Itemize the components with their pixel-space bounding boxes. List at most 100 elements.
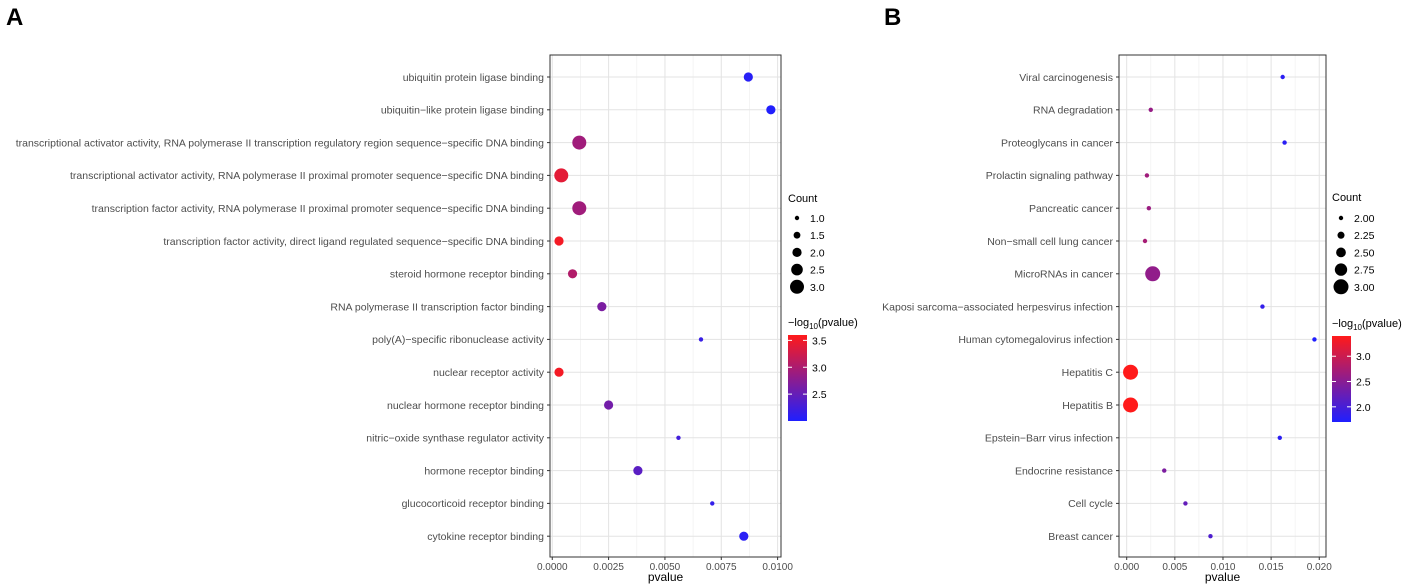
data-point	[603, 400, 614, 410]
category-label: Epstein−Barr virus infection	[985, 433, 1113, 445]
data-point	[1282, 140, 1287, 145]
color-legend-bar	[1332, 336, 1351, 422]
category-label: transcriptional activator activity, RNA …	[70, 170, 544, 182]
category-label: nitric−oxide synthase regulator activity	[366, 433, 544, 445]
count-legend-title: Count	[1332, 192, 1361, 204]
category-label: Prolactin signaling pathway	[986, 170, 1114, 182]
category-label: Viral carcinogenesis	[1019, 72, 1113, 84]
x-tick-label: 0.0000	[537, 562, 568, 573]
data-point	[1148, 107, 1153, 113]
x-tick-label: 0.0075	[706, 562, 737, 573]
data-point	[554, 168, 569, 183]
x-tick-label: 0.0025	[593, 562, 624, 573]
data-point	[554, 367, 564, 377]
data-point	[1312, 337, 1317, 342]
count-legend-key	[791, 263, 803, 276]
category-label: cytokine receptor binding	[427, 531, 544, 543]
count-legend-key	[792, 247, 802, 257]
data-point	[597, 302, 607, 312]
data-point	[676, 435, 681, 440]
panel-b-letter: B	[884, 4, 901, 31]
count-legend-title: Count	[788, 193, 817, 205]
data-point	[710, 501, 715, 506]
category-label: MicroRNAs in cancer	[1014, 269, 1113, 281]
data-point	[766, 105, 776, 115]
data-point	[1145, 266, 1161, 282]
data-point	[1144, 173, 1150, 178]
category-label: transcriptional activator activity, RNA …	[16, 137, 544, 149]
category-label: nuclear hormone receptor binding	[387, 400, 544, 412]
data-point	[1146, 206, 1152, 211]
count-legend-label: 1.5	[810, 230, 825, 242]
count-legend-label: 2.0	[810, 247, 825, 259]
data-point	[554, 236, 564, 246]
category-label: ubiquitin protein ligase binding	[403, 72, 544, 84]
data-point	[698, 337, 704, 342]
category-label: Proteoglycans in cancer	[1001, 137, 1114, 149]
data-point	[1260, 304, 1265, 309]
category-label: nuclear receptor activity	[433, 367, 545, 379]
panel-b-dotplot: Viral carcinogenesis RNA degradation Prote…	[882, 54, 1402, 584]
count-legend-key	[1338, 215, 1344, 221]
color-legend-label: 2.0	[1356, 402, 1371, 414]
x-tick-label: 0.005	[1162, 562, 1187, 573]
x-tick-label: 0.000	[1114, 562, 1139, 573]
category-label: hormone receptor binding	[424, 465, 544, 477]
data-point	[567, 269, 578, 279]
color-legend-bar	[788, 335, 807, 421]
color-legend-label: 3.0	[1356, 351, 1371, 363]
x-tick-label: 0.010	[1210, 562, 1235, 573]
count-legend-label: 2.50	[1354, 247, 1375, 259]
data-point	[1208, 534, 1213, 539]
data-point	[633, 466, 643, 476]
data-point	[1123, 364, 1139, 380]
color-legend-label: 3.0	[812, 362, 827, 374]
count-legend-key	[793, 231, 801, 239]
color-legend-title: −log10(pvalue)	[1332, 318, 1402, 332]
count-legend-label: 3.0	[810, 282, 825, 294]
category-label: Kaposi sarcoma−associated herpesvirus in…	[882, 301, 1113, 313]
count-legend-key	[794, 215, 800, 221]
category-label: poly(A)−specific ribonuclease activity	[372, 334, 545, 346]
category-label: transcription factor activity, direct li…	[163, 236, 544, 248]
count-legend-label: 1.0	[810, 213, 825, 225]
count-legend-label: 2.00	[1354, 213, 1375, 225]
category-label: Pancreatic cancer	[1029, 203, 1114, 215]
count-legend-key	[1334, 263, 1348, 276]
category-label: Breast cancer	[1048, 531, 1113, 543]
x-axis-title: pvalue	[1205, 570, 1241, 584]
count-legend-label: 2.75	[1354, 265, 1375, 277]
color-legend-label: 2.5	[812, 389, 827, 401]
data-point	[743, 72, 753, 82]
color-legend-label: 3.5	[812, 335, 827, 347]
count-legend-key	[1336, 247, 1346, 258]
category-label: Human cytomegalovirus infection	[958, 334, 1113, 346]
category-label: Non−small cell lung cancer	[987, 236, 1113, 248]
data-point	[1162, 468, 1167, 473]
category-label: Cell cycle	[1068, 498, 1113, 510]
category-label: glucocorticoid receptor binding	[402, 498, 545, 510]
x-tick-label: 0.0100	[762, 562, 793, 573]
data-point	[572, 135, 587, 150]
data-point	[739, 531, 749, 541]
color-legend-title: −log10(pvalue)	[788, 317, 858, 331]
x-tick-label: 0.0050	[650, 562, 681, 573]
x-tick-label: 0.020	[1307, 562, 1332, 573]
count-legend-key	[1333, 279, 1349, 295]
category-label: Endocrine resistance	[1015, 465, 1113, 477]
category-label: RNA degradation	[1033, 105, 1113, 117]
category-label: Hepatitis C	[1062, 367, 1114, 379]
panel-a-letter: A	[6, 4, 23, 31]
category-label: Hepatitis B	[1062, 400, 1113, 412]
plot-frame	[549, 54, 782, 558]
data-point	[1142, 238, 1148, 244]
category-label: transcription factor activity, RNA polym…	[92, 203, 545, 215]
data-point	[1183, 501, 1188, 506]
category-label: ubiquitin−like protein ligase binding	[381, 105, 544, 117]
count-legend-key	[1337, 231, 1345, 239]
x-tick-label: 0.015	[1259, 562, 1284, 573]
data-point	[1123, 397, 1139, 413]
category-label: RNA polymerase II transcription factor b…	[330, 301, 544, 313]
data-point	[1280, 74, 1285, 80]
